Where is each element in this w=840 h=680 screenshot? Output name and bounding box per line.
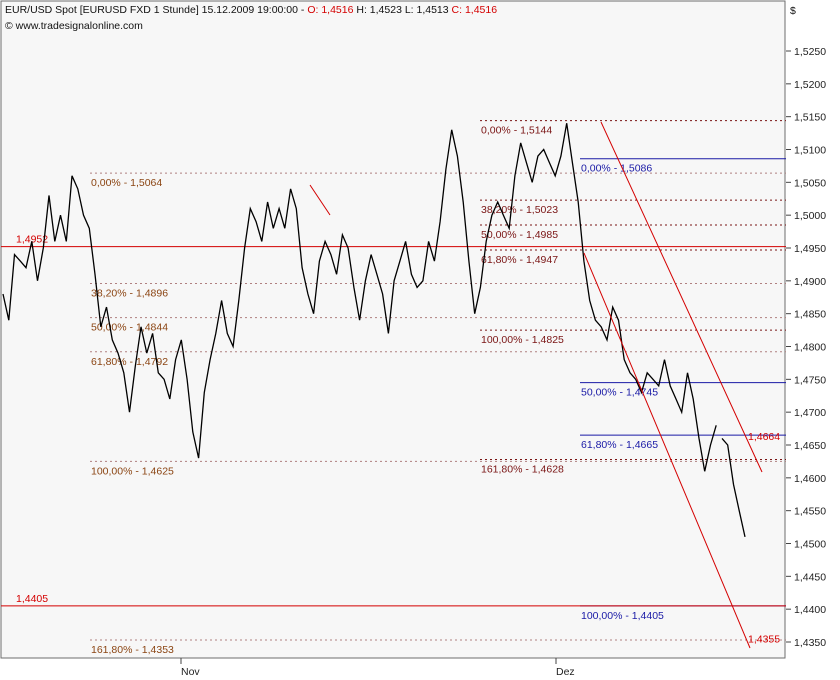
- y-tick-label: 1,5250: [794, 46, 826, 58]
- fib-level-label-blue: 100,00% - 1,4405: [581, 610, 664, 622]
- fib-level-label: 0,00% - 1,5144: [481, 125, 552, 137]
- header-open: O: 1,4516: [307, 4, 353, 16]
- y-tick-label: 1,5200: [794, 79, 826, 91]
- header-low: L: 1,4513: [402, 4, 449, 16]
- red-level-label: 1,4952: [16, 234, 48, 246]
- fib-level-label: 161,80% - 1,4628: [481, 463, 564, 475]
- y-tick-label: 1,4800: [794, 342, 826, 354]
- y-tick-label: 1,4900: [794, 276, 826, 288]
- y-tick-label: 1,4450: [794, 571, 826, 583]
- y-tick-label: 1,4950: [794, 243, 826, 255]
- x-axis: Nov Dez: [180, 658, 575, 678]
- x-tick-label: Dez: [556, 666, 575, 678]
- fibonacci-levels: 0,00% - 1,5064 38,20% - 1,4896 50,00% - 1,…: [1, 120, 786, 656]
- fib-level-label: 0,00% - 1,5064: [91, 177, 162, 189]
- y-tick-label: 1,4850: [794, 309, 826, 321]
- price-series[interactable]: [2, 123, 746, 538]
- fib-level-label: 100,00% - 1,4625: [91, 465, 174, 477]
- y-tick-label: 1,4550: [794, 506, 826, 518]
- channel-price-label: 1,4355: [748, 634, 780, 646]
- header-line: EUR/USD Spot [EURUSD FXD 1 Stunde] 15.12…: [5, 4, 497, 16]
- fib-level-label-blue: 61,80% - 1,4665: [581, 439, 658, 451]
- y-tick-label: 1,4650: [794, 440, 826, 452]
- fib-level-label: 161,80% - 1,4353: [91, 644, 174, 656]
- fib-level-label: 100,00% - 1,4825: [481, 334, 564, 346]
- y-tick-label: 1,5150: [794, 112, 826, 124]
- currency-symbol: $: [790, 5, 796, 17]
- y-axis: 1,4350 1,4400 1,4450 1,4500 1,4550 1,4600 1,46…: [786, 46, 826, 649]
- fib-level-label: 50,00% - 1,4844: [91, 322, 168, 334]
- y-tick-label: 1,4500: [794, 539, 826, 551]
- fib-level-label: 38,20% - 1,4896: [91, 287, 168, 299]
- fib-level-label: 61,80% - 1,4792: [91, 356, 168, 368]
- copyright-text: © www.tradesignalonline.com: [5, 20, 143, 32]
- header-title: EUR/USD Spot [EURUSD FXD 1 Stunde] 15.12…: [5, 4, 307, 16]
- price-path[interactable]: [2, 123, 746, 538]
- y-tick-label: 1,4400: [794, 604, 826, 616]
- y-tick-label: 1,4350: [794, 637, 826, 649]
- y-tick-label: 1,4700: [794, 407, 826, 419]
- swing-line: [309, 184, 331, 216]
- fib-level-label: 61,80% - 1,4947: [481, 254, 558, 266]
- header-close: C: 1,4516: [449, 4, 498, 16]
- y-tick-label: 1,4600: [794, 473, 826, 485]
- plot-area: [0, 0, 786, 659]
- x-tick-label: Nov: [181, 666, 200, 678]
- trend-channel: 1,4664 1,4355: [309, 121, 780, 649]
- y-tick-label: 1,5100: [794, 145, 826, 157]
- red-level-label: 1,4405: [16, 593, 48, 605]
- fib-level-label-blue: 0,00% - 1,5086: [581, 163, 652, 175]
- channel-price-label: 1,4664: [748, 431, 780, 443]
- header-high: H: 1,4523: [353, 4, 402, 16]
- y-tick-label: 1,5050: [794, 177, 826, 189]
- channel-upper-line: [600, 121, 763, 473]
- fib-level-label: 50,00% - 1,4985: [481, 229, 558, 241]
- fib-level-label-blue: 50,00% - 1,4745: [581, 387, 658, 399]
- y-tick-label: 1,4750: [794, 374, 826, 386]
- y-tick-label: 1,5000: [794, 210, 826, 222]
- channel-lower-line: [583, 252, 751, 649]
